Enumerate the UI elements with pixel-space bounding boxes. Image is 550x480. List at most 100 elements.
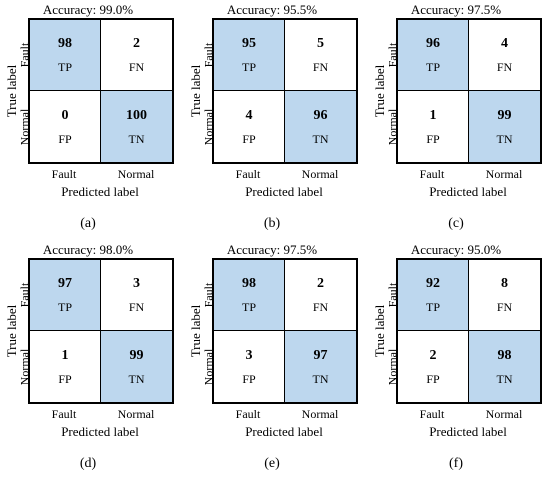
- fp-value: 2: [429, 347, 437, 363]
- cell-false-negative: 3 FN: [101, 260, 172, 331]
- x-tick-normal: Normal: [301, 167, 339, 181]
- tn-tag: TN: [496, 371, 513, 386]
- fn-value: 5: [317, 36, 324, 51]
- panel-label: (b): [263, 216, 281, 231]
- matrix-grid: 98 TP 2 FN 0 FP 100 TN: [28, 18, 174, 164]
- tp-value: 92: [426, 276, 440, 291]
- x-tick-fault: Fault: [235, 167, 261, 181]
- tp-value: 97: [58, 276, 72, 291]
- accuracy-title: Accuracy: 95.5%: [226, 2, 318, 17]
- fp-value: 1: [429, 107, 437, 123]
- tn-value: 97: [313, 347, 328, 363]
- x-axis-title: Predicted label: [429, 424, 507, 439]
- fn-tag: FN: [128, 300, 145, 314]
- tp-tag: TP: [57, 300, 72, 314]
- panel-label: (f): [449, 456, 463, 471]
- fn-value: 2: [317, 276, 324, 291]
- x-axis-title: Predicted label: [245, 184, 323, 199]
- cell-false-positive: 3 FP: [214, 331, 285, 402]
- tn-value: 99: [129, 347, 144, 363]
- fn-value: 3: [133, 276, 140, 291]
- x-tick-fault: Fault: [419, 167, 445, 181]
- cell-false-positive: 0 FP: [30, 91, 101, 162]
- matrix-grid: 95 TP 5 FN 4 FP 96 TN: [212, 18, 358, 164]
- fp-value: 0: [61, 107, 69, 123]
- cell-false-positive: 1 FP: [30, 331, 101, 402]
- accuracy-title: Accuracy: 97.5%: [410, 2, 502, 17]
- confusion-matrix-panel-f: Accuracy: 95.0% True label Fault Normal …: [368, 240, 544, 480]
- x-tick-fault: Fault: [51, 167, 77, 181]
- x-axis-title: Predicted label: [61, 424, 139, 439]
- cell-true-negative: 96 TN: [285, 91, 356, 162]
- tn-tag: TN: [496, 131, 513, 146]
- cell-false-positive: 1 FP: [398, 91, 469, 162]
- fn-tag: FN: [312, 300, 329, 314]
- cell-false-positive: 4 FP: [214, 91, 285, 162]
- confusion-matrix-panel-b: Accuracy: 95.5% True label Fault Normal …: [184, 0, 360, 240]
- accuracy-title: Accuracy: 97.5%: [226, 242, 318, 257]
- matrix-grid: 98 TP 2 FN 3 FP 97 TN: [212, 258, 358, 404]
- fn-tag: FN: [312, 60, 329, 74]
- cell-false-negative: 8 FN: [469, 260, 540, 331]
- fp-tag: FP: [242, 131, 256, 146]
- cell-true-positive: 98 TP: [214, 260, 285, 331]
- tn-value: 100: [126, 107, 147, 123]
- tp-tag: TP: [241, 60, 256, 74]
- tp-value: 98: [58, 36, 72, 51]
- cell-false-negative: 4 FN: [469, 20, 540, 91]
- fp-tag: FP: [58, 371, 72, 386]
- x-axis-title: Predicted label: [245, 424, 323, 439]
- x-tick-normal: Normal: [485, 407, 523, 421]
- cell-true-negative: 100 TN: [101, 91, 172, 162]
- x-tick-fault: Fault: [235, 407, 261, 421]
- x-tick-normal: Normal: [117, 407, 155, 421]
- accuracy-title: Accuracy: 95.0%: [410, 242, 502, 257]
- cell-true-positive: 95 TP: [214, 20, 285, 91]
- confusion-matrix-panel-a: Accuracy: 99.0% True label Fault Normal …: [0, 0, 176, 240]
- fp-value: 1: [61, 347, 69, 363]
- cell-true-positive: 92 TP: [398, 260, 469, 331]
- x-tick-fault: Fault: [51, 407, 77, 421]
- tn-tag: TN: [128, 131, 145, 146]
- tp-tag: TP: [425, 300, 440, 314]
- fn-tag: FN: [496, 60, 513, 74]
- panel-label: (c): [448, 216, 464, 231]
- tn-tag: TN: [312, 131, 329, 146]
- matrix-grid: 96 TP 4 FN 1 FP 99 TN: [396, 18, 542, 164]
- cell-true-negative: 98 TN: [469, 331, 540, 402]
- cell-true-positive: 97 TP: [30, 260, 101, 331]
- x-axis-title: Predicted label: [61, 184, 139, 199]
- fp-tag: FP: [426, 371, 440, 386]
- cell-true-positive: 98 TP: [30, 20, 101, 91]
- accuracy-title: Accuracy: 98.0%: [42, 242, 134, 257]
- cell-true-negative: 97 TN: [285, 331, 356, 402]
- cell-false-negative: 5 FN: [285, 20, 356, 91]
- tn-tag: TN: [312, 371, 329, 386]
- tp-tag: TP: [57, 60, 72, 74]
- x-tick-normal: Normal: [301, 407, 339, 421]
- fp-tag: FP: [58, 131, 72, 146]
- confusion-matrix-panel-d: Accuracy: 98.0% True label Fault Normal …: [0, 240, 176, 480]
- fn-tag: FN: [128, 60, 145, 74]
- matrix-grid: 97 TP 3 FN 1 FP 99 TN: [28, 258, 174, 404]
- fp-tag: FP: [426, 131, 440, 146]
- fn-value: 2: [133, 36, 140, 51]
- tn-tag: TN: [128, 371, 145, 386]
- accuracy-title: Accuracy: 99.0%: [42, 2, 134, 17]
- fp-value: 3: [245, 347, 253, 363]
- tp-tag: TP: [241, 300, 256, 314]
- tn-value: 99: [497, 107, 512, 123]
- cell-true-negative: 99 TN: [101, 331, 172, 402]
- cell-true-positive: 96 TP: [398, 20, 469, 91]
- tn-value: 96: [313, 107, 328, 123]
- cell-false-negative: 2 FN: [285, 260, 356, 331]
- tp-value: 98: [242, 276, 256, 291]
- tp-value: 96: [426, 36, 440, 51]
- cell-false-positive: 2 FP: [398, 331, 469, 402]
- panel-label: (d): [79, 456, 97, 471]
- x-tick-fault: Fault: [419, 407, 445, 421]
- confusion-matrix-panel-e: Accuracy: 97.5% True label Fault Normal …: [184, 240, 360, 480]
- fn-tag: FN: [496, 300, 513, 314]
- x-tick-normal: Normal: [117, 167, 155, 181]
- cell-true-negative: 99 TN: [469, 91, 540, 162]
